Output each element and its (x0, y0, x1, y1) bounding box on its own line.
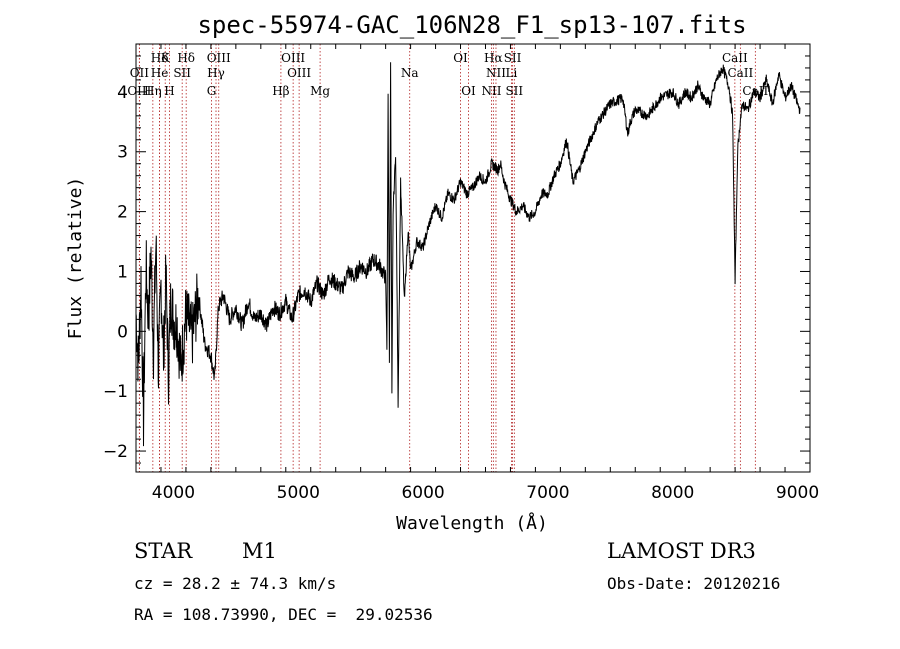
spectral-line-label: OI (461, 84, 476, 98)
spectral-line-label: Hβ (272, 84, 289, 98)
spectral-line-label: Hδ (151, 51, 169, 65)
spectral-line-label: H (164, 84, 174, 98)
redshift-value: cz = 28.2 ± 74.3 km/s (134, 574, 336, 593)
spectral-line-label: G (207, 84, 217, 98)
spectral-line-label: Hα (484, 51, 503, 65)
spectral-line-label: OIII (287, 66, 311, 80)
spectral-line-label: OII (130, 66, 150, 80)
y-tick-label: 0 (117, 322, 128, 342)
spectral-line-label: NII (486, 66, 506, 80)
object-subclass: M1 (242, 539, 277, 563)
y-tick-label: −1 (103, 382, 128, 402)
spectral-line-label: Li (506, 66, 518, 80)
spectral-line-label: CaII (727, 66, 753, 80)
spectral-line-label: NII (481, 84, 501, 98)
x-tick-label: 6000 (401, 483, 444, 503)
chart-title: spec-55974-GAC_106N28_F1_sp13-107.fits (197, 11, 746, 39)
spectral-line-label: Hη (144, 84, 162, 98)
spectral-line-label: CaII (722, 51, 748, 65)
observation-date: Obs-Date: 20120216 (607, 574, 780, 593)
coordinates: RA = 108.73990, DEC = 29.02536 (134, 605, 433, 624)
x-axis-label: Wavelength (Å) (396, 512, 548, 534)
spectral-line-markers (138, 44, 756, 472)
axis-ticks (135, 44, 811, 472)
y-tick-label: 2 (117, 203, 128, 223)
x-tick-label: 8000 (651, 483, 694, 503)
x-tick-label: 9000 (776, 483, 819, 503)
axis-tick-labels: 4000 5000 6000 7000 8000 9000 −2 −1 0 1 2 3 4 (103, 83, 819, 503)
spectral-line-label: SII (505, 84, 523, 98)
spectrum-line (135, 62, 801, 447)
spectral-line-label: SII (504, 51, 522, 65)
y-axis-label: Flux (relative) (65, 177, 86, 340)
spectral-line-label: OIII (281, 51, 305, 65)
spectral-line-label: Hγ (207, 66, 225, 80)
spectral-line-label: Na (401, 66, 419, 80)
spectral-line-label: OIII (127, 84, 151, 98)
x-tick-label: 5000 (277, 483, 320, 503)
x-tick-label: 7000 (526, 483, 569, 503)
survey-name: LAMOST DR3 (607, 539, 756, 563)
x-tick-label: 4000 (152, 483, 195, 503)
spectral-line-label: Hδ (177, 51, 195, 65)
spectral-line-label: OI (453, 51, 468, 65)
spectral-line-label: K (161, 51, 171, 65)
spectral-line-label: Mg (310, 84, 330, 98)
y-tick-label: −2 (103, 442, 128, 462)
spectral-line-label: He (151, 66, 169, 80)
y-tick-label: 3 (117, 143, 128, 163)
y-tick-label: 1 (117, 262, 128, 282)
plot-frame (135, 43, 811, 473)
object-class: STAR (134, 539, 193, 563)
y-tick-label: 4 (117, 83, 128, 103)
spectral-line-label: SII (173, 66, 191, 80)
spectral-line-label: OIII (207, 51, 231, 65)
